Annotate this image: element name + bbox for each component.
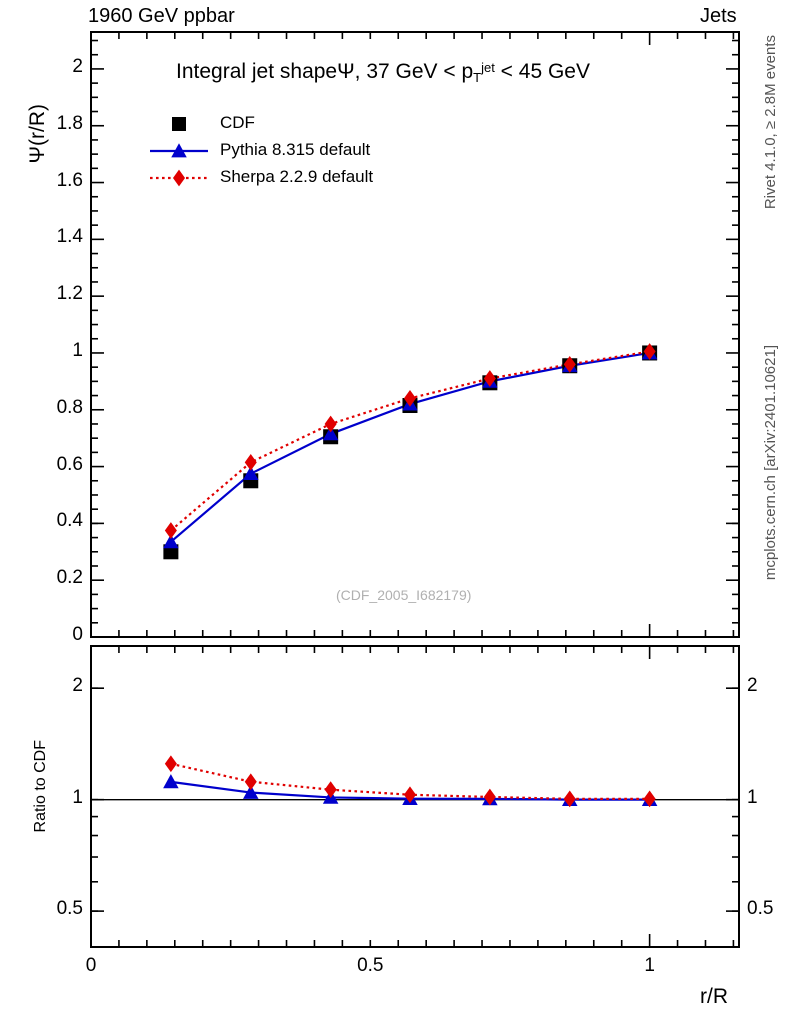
main-plot-frame (90, 31, 740, 638)
legend-marker-pythia-icon (150, 143, 208, 158)
series-line-pythia (170, 351, 650, 543)
datapoint-sherpa (643, 343, 656, 360)
ratio-y-tick-label-right: 2 (747, 675, 758, 697)
y-tick-label: 0.8 (56, 396, 83, 418)
legend-label: CDF (220, 113, 255, 132)
ratio-y-tick-label-right: 0.5 (747, 898, 774, 920)
legend-marker-glyph (171, 143, 187, 158)
legend-label: Pythia 8.315 default (220, 140, 371, 159)
ratio-datapoint-sherpa (244, 773, 257, 791)
title-psi: Ψ (337, 60, 355, 83)
ratio-plot-frame (90, 645, 740, 948)
legend-label: Sherpa 2.2.9 default (220, 167, 374, 186)
legend-marker-glyph (172, 117, 186, 131)
y-tick-label: 1.2 (56, 283, 83, 305)
y-tick-label: 0 (72, 624, 83, 645)
ratio-datapoint-sherpa (643, 790, 656, 808)
x-tick-label: 0 (85, 955, 97, 976)
ratio-y-tick-label: 0.5 (56, 898, 83, 920)
y-tick-label: 0.2 (56, 567, 83, 589)
header-beam-label: 1960 GeV ppbar (88, 5, 235, 27)
ratio-datapoint-sherpa (324, 781, 337, 799)
datapoint-sherpa (403, 390, 416, 407)
datapoint-sherpa (563, 355, 576, 373)
ratio-series-group (163, 755, 658, 808)
plot-title: Integral jet shapeΨ, 37 GeV < pTjet < 45… (176, 60, 590, 85)
ratio-datapoint-sherpa (164, 755, 177, 773)
x-tick-label: 0.5 (357, 955, 384, 976)
y-tick-label: 1.8 (56, 112, 83, 134)
ratio-datapoint-sherpa (563, 790, 576, 808)
datapoint-pythia (243, 465, 259, 481)
y-tick-label: 1.4 (56, 226, 83, 248)
y-tick-label: 2 (72, 55, 83, 77)
y-tick-label: 0.4 (56, 510, 83, 532)
legend-marker-glyph (172, 169, 186, 187)
legend-marker-sherpa-icon (150, 169, 208, 187)
series-line-sherpa (170, 350, 650, 532)
datapoint-sherpa (324, 415, 337, 433)
title-sub: T (473, 70, 482, 85)
header-category-label: Jets (700, 5, 737, 27)
ratio-datapoint-sherpa (403, 786, 416, 804)
y-tick-label: 1 (72, 339, 83, 361)
datapoint-pythia (322, 426, 339, 441)
ratio-datapoint-pythia (163, 774, 179, 789)
ratio-y-tick-label-right: 1 (747, 786, 758, 808)
ratio-datapoint-pythia (243, 784, 259, 799)
ratio-y-tick-label: 1 (72, 786, 83, 808)
x-axis-label: r/R (700, 985, 728, 1008)
x-tick-label: 1 (644, 955, 655, 976)
datapoint-pythia (163, 534, 179, 549)
datapoint-sherpa (244, 453, 257, 471)
analysis-watermark: (CDF_2005_I682179) (336, 587, 472, 603)
datapoint-sherpa (164, 522, 177, 539)
y-tick-label: 0.6 (56, 453, 83, 475)
title-suffix: < 45 GeV (494, 60, 590, 83)
ratio-y-tick-label: 2 (72, 675, 83, 697)
y-tick-label: 1.6 (56, 169, 83, 191)
title-prefix: Integral jet shape (176, 60, 338, 83)
main-series-group (163, 343, 658, 560)
datapoint-sherpa (483, 370, 496, 387)
legend-marker-cdf-icon (172, 117, 186, 131)
title-sup: jet (481, 60, 495, 75)
ratio-datapoint-sherpa (483, 788, 496, 806)
title-mid: , 37 GeV < p (354, 60, 474, 83)
